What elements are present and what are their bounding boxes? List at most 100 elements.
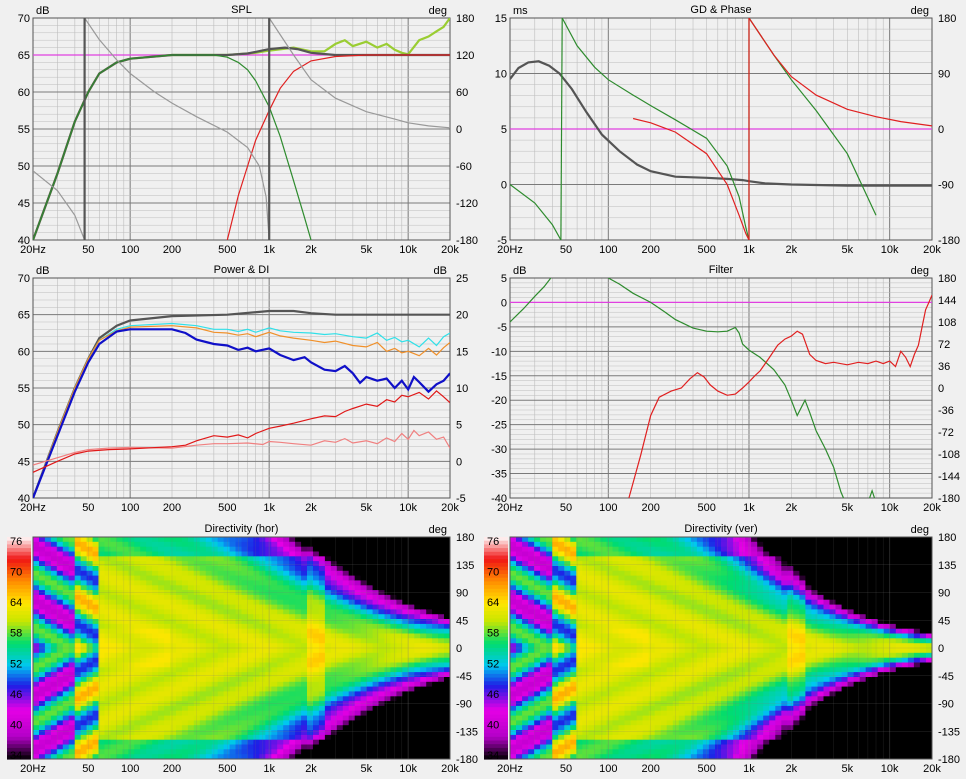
left-unit-label: dB — [36, 265, 49, 277]
x-tick-label: 100 — [121, 763, 139, 775]
y-tick-label: -25 — [491, 420, 507, 432]
x-tick-label: 500 — [218, 502, 236, 514]
x-tick-label: 20Hz — [20, 763, 46, 775]
colorbar-tick-label: 64 — [10, 597, 22, 609]
colorbar-tick-label: 58 — [487, 628, 499, 640]
x-tick-label: 100 — [121, 244, 139, 256]
x-tick-label: 1k — [743, 763, 755, 775]
chart-title: Directivity (ver) — [684, 523, 757, 535]
series-group — [33, 309, 450, 498]
x-tick-label: 1k — [743, 244, 755, 256]
y2-tick-label: -180 — [456, 235, 478, 247]
heatmap — [510, 537, 932, 759]
chart-title: Filter — [709, 264, 734, 276]
y2-tick-label: 45 — [456, 615, 468, 627]
x-tick-label: 50 — [82, 244, 94, 256]
y-tick-label: 65 — [18, 310, 30, 322]
colorbar-tick-label: 70 — [487, 567, 499, 579]
x-tick-label: 2k — [305, 763, 317, 775]
series-line-4 — [561, 18, 750, 240]
series-line-3 — [560, 18, 563, 240]
series-line-1 — [510, 60, 932, 187]
y-tick-label: 70 — [18, 273, 30, 285]
y-tick-label: 55 — [18, 383, 30, 395]
y2-tick-label: 0 — [456, 643, 462, 655]
y2-tick-label: 15 — [456, 346, 468, 358]
y2-tick-label: -135 — [456, 726, 478, 738]
y2-tick-label: 60 — [456, 87, 468, 99]
y2-tick-label: -60 — [456, 161, 472, 173]
right-unit-label: deg — [911, 524, 929, 536]
y2-tick-label: -135 — [938, 726, 960, 738]
colorbar-tick-label: 70 — [10, 567, 22, 579]
y2-tick-label: 0 — [456, 124, 462, 136]
x-tick-label: 5k — [361, 502, 373, 514]
x-tick-label: 20Hz — [497, 502, 523, 514]
x-tick-label: 10k — [399, 502, 417, 514]
y-tick-label: 5 — [501, 273, 507, 285]
y-tick-label: -15 — [491, 371, 507, 383]
colorbar-tick-label: 46 — [10, 689, 22, 701]
x-tick-label: 20k — [923, 502, 941, 514]
x-tick-label: 10k — [399, 763, 417, 775]
x-tick-label: 500 — [697, 502, 715, 514]
right-unit-label: dB — [434, 265, 447, 277]
colorbar-tick-label: 58 — [10, 628, 22, 640]
plot-area — [510, 278, 932, 498]
chart-title: Directivity (hor) — [205, 523, 279, 535]
series-line-5 — [33, 170, 86, 240]
x-tick-label: 5k — [361, 763, 373, 775]
y2-tick-label: 0 — [938, 383, 944, 395]
x-tick-label: 5k — [361, 244, 373, 256]
right-unit-label: deg — [911, 5, 929, 17]
y2-tick-label: 180 — [938, 273, 956, 285]
y-tick-label: 50 — [18, 420, 30, 432]
series-line-2 — [510, 184, 562, 240]
y2-tick-label: -120 — [456, 198, 478, 210]
colorbar-tick-label: 34 — [10, 750, 22, 762]
x-tick-label: 20Hz — [20, 502, 46, 514]
y2-tick-label: -90 — [938, 180, 954, 192]
series-line-1 — [33, 322, 450, 498]
left-unit-label: ms — [513, 5, 528, 17]
y2-tick-label: -144 — [938, 471, 960, 483]
y-tick-label: -40 — [491, 493, 507, 505]
y-tick-label: 60 — [18, 87, 30, 99]
x-tick-label: 10k — [881, 502, 899, 514]
right-unit-label: deg — [429, 5, 447, 17]
y2-tick-label: 45 — [938, 615, 950, 627]
y-tick-label: 50 — [18, 161, 30, 173]
colorbar-tick-label: 40 — [10, 719, 22, 731]
y-tick-label: 40 — [18, 235, 30, 247]
y2-tick-label: 180 — [938, 532, 956, 544]
chart-title: GD & Phase — [690, 4, 751, 16]
colorbar-tick-label: 46 — [487, 689, 499, 701]
y2-tick-label: -180 — [938, 754, 960, 766]
y-tick-label: 70 — [18, 13, 30, 25]
series-line-5 — [33, 390, 450, 473]
x-tick-label: 10k — [399, 244, 417, 256]
y-tick-label: 65 — [18, 50, 30, 62]
y2-tick-label: 135 — [456, 560, 474, 572]
series-group — [510, 18, 932, 240]
x-tick-label: 500 — [697, 763, 715, 775]
y2-tick-label: 135 — [938, 560, 956, 572]
y-tick-label: -5 — [497, 322, 507, 334]
series-line-1 — [510, 278, 552, 323]
y2-tick-label: 90 — [938, 588, 950, 600]
y-tick-label: 60 — [18, 346, 30, 358]
y2-tick-label: -90 — [456, 699, 472, 711]
x-tick-label: 10k — [881, 244, 899, 256]
right-unit-label: deg — [429, 524, 447, 536]
y2-tick-label: 0 — [938, 643, 944, 655]
series-line-3 — [869, 488, 876, 498]
x-tick-label: 20k — [441, 502, 459, 514]
x-tick-label: 1k — [263, 763, 275, 775]
y2-tick-label: 5 — [456, 420, 462, 432]
series-line-3 — [33, 54, 312, 240]
x-tick-label: 5k — [841, 502, 853, 514]
x-tick-label: 200 — [641, 502, 659, 514]
y2-tick-label: 90 — [456, 588, 468, 600]
